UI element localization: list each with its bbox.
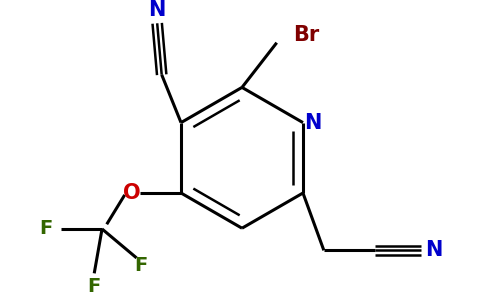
Text: N: N [425,240,442,260]
Text: F: F [135,256,148,275]
Text: N: N [303,112,321,133]
Text: F: F [39,220,52,238]
Text: Br: Br [294,25,320,45]
Text: N: N [149,0,166,20]
Text: F: F [88,277,101,296]
Text: O: O [123,183,141,203]
